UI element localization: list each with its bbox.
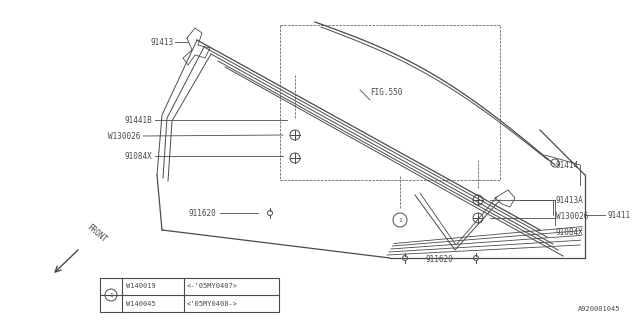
Text: W140019: W140019 [126,284,156,290]
Text: A920001045: A920001045 [577,306,620,312]
Text: <'05MY0408->: <'05MY0408-> [187,300,238,307]
Text: 91411: 91411 [607,211,630,220]
Text: <-'05MY0407>: <-'05MY0407> [187,284,238,290]
Text: W130026: W130026 [556,212,588,220]
Text: 1: 1 [109,293,113,298]
Text: 911620: 911620 [188,209,216,218]
Text: 91441B: 91441B [124,116,152,124]
Text: 91413: 91413 [151,37,174,46]
Text: 1: 1 [398,218,402,223]
Text: FIG.550: FIG.550 [370,87,403,97]
Text: W140045: W140045 [126,300,156,307]
Bar [100,278,279,312]
Text: W130026: W130026 [108,132,140,140]
Text: 91414: 91414 [556,161,579,170]
Bar [280,25,500,180]
Text: 91084X: 91084X [124,151,152,161]
Text: 91084X: 91084X [556,228,584,236]
Text: 911620: 911620 [426,255,454,265]
Text: 91413A: 91413A [556,196,584,204]
Text: FRONT: FRONT [85,222,109,244]
